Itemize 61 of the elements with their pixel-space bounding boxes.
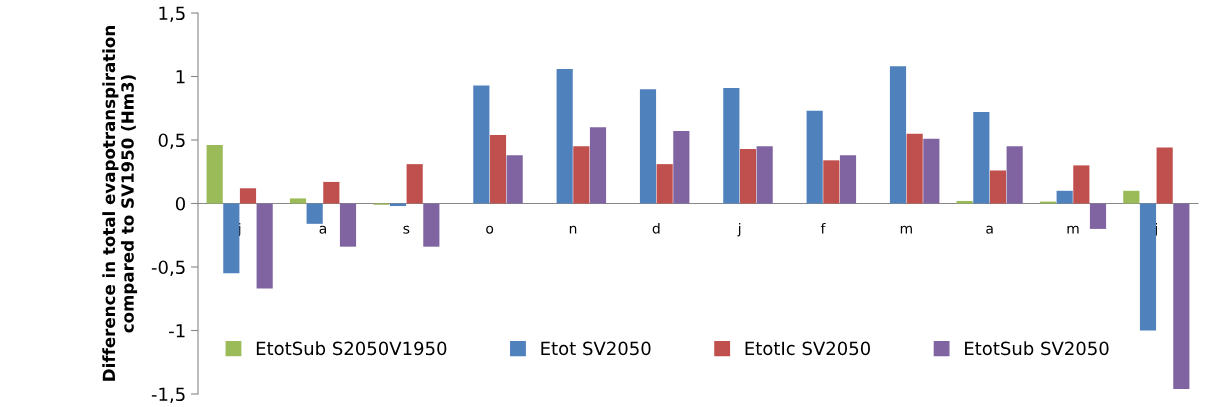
- bar: [1073, 165, 1090, 204]
- bar: [1056, 190, 1073, 204]
- bar: [489, 134, 507, 204]
- bar: [906, 133, 923, 204]
- x-tick-label: j: [737, 222, 741, 237]
- bar: [973, 112, 990, 204]
- bar: [1089, 203, 1107, 229]
- y-tick-label: 0,5: [158, 133, 185, 149]
- bar: [956, 200, 973, 204]
- bar: [1173, 203, 1190, 389]
- y-tick-label: -0,5: [151, 260, 185, 276]
- bar: [1139, 203, 1157, 331]
- bar: [806, 110, 823, 204]
- y-tick-label: 0: [175, 196, 185, 211]
- bar: [1006, 146, 1023, 204]
- bar: [823, 160, 840, 204]
- bar: [889, 66, 907, 204]
- bar: [306, 203, 323, 224]
- bar: [656, 164, 673, 204]
- bar: [239, 188, 257, 204]
- bar: [723, 87, 740, 204]
- bar: [289, 198, 307, 204]
- bar: [423, 203, 440, 247]
- y-tick-label: -1,5: [151, 387, 185, 403]
- legend-label: EtotIc SV2050: [745, 341, 870, 356]
- x-tick-label: a: [986, 225, 993, 234]
- bar: [473, 85, 490, 204]
- x-tick-label: m: [900, 225, 912, 234]
- x-tick-label: a: [319, 225, 326, 234]
- bar: [739, 148, 757, 204]
- bar: [556, 68, 573, 204]
- x-tick-label: d: [652, 222, 660, 234]
- bar: [323, 181, 340, 204]
- bar: [589, 127, 607, 204]
- bar: [506, 155, 523, 204]
- bar: [639, 89, 657, 204]
- legend-label: EtotSub S2050V1950: [256, 341, 447, 356]
- x-tick-label: o: [486, 225, 494, 234]
- legend-label: EtotSub SV2050: [965, 341, 1109, 356]
- x-tick-label: m: [1067, 225, 1079, 234]
- bar: [1156, 147, 1173, 204]
- y-tick-label: 1,5: [159, 6, 185, 22]
- x-tick-label: n: [569, 225, 577, 234]
- x-tick-label: s: [403, 225, 410, 234]
- bar: [223, 203, 240, 274]
- bar: [923, 138, 940, 204]
- bar: [673, 131, 690, 204]
- y-tick-label: 1: [176, 70, 185, 84]
- bar: [839, 155, 857, 204]
- y-tick-label: -1: [169, 324, 185, 338]
- y-axis-title: Difference in total evapotranspiration compared to SV1950 (Hm3): [102, 26, 138, 381]
- legend-label: Etot SV2050: [541, 341, 651, 356]
- x-tick-label: f: [820, 222, 826, 234]
- bar: [256, 203, 273, 289]
- bar: [206, 145, 223, 204]
- bar: [756, 146, 773, 204]
- bar: [573, 146, 590, 204]
- bar: [406, 164, 423, 204]
- bar: [1123, 190, 1140, 204]
- bar: [989, 170, 1007, 204]
- bar: [339, 203, 357, 247]
